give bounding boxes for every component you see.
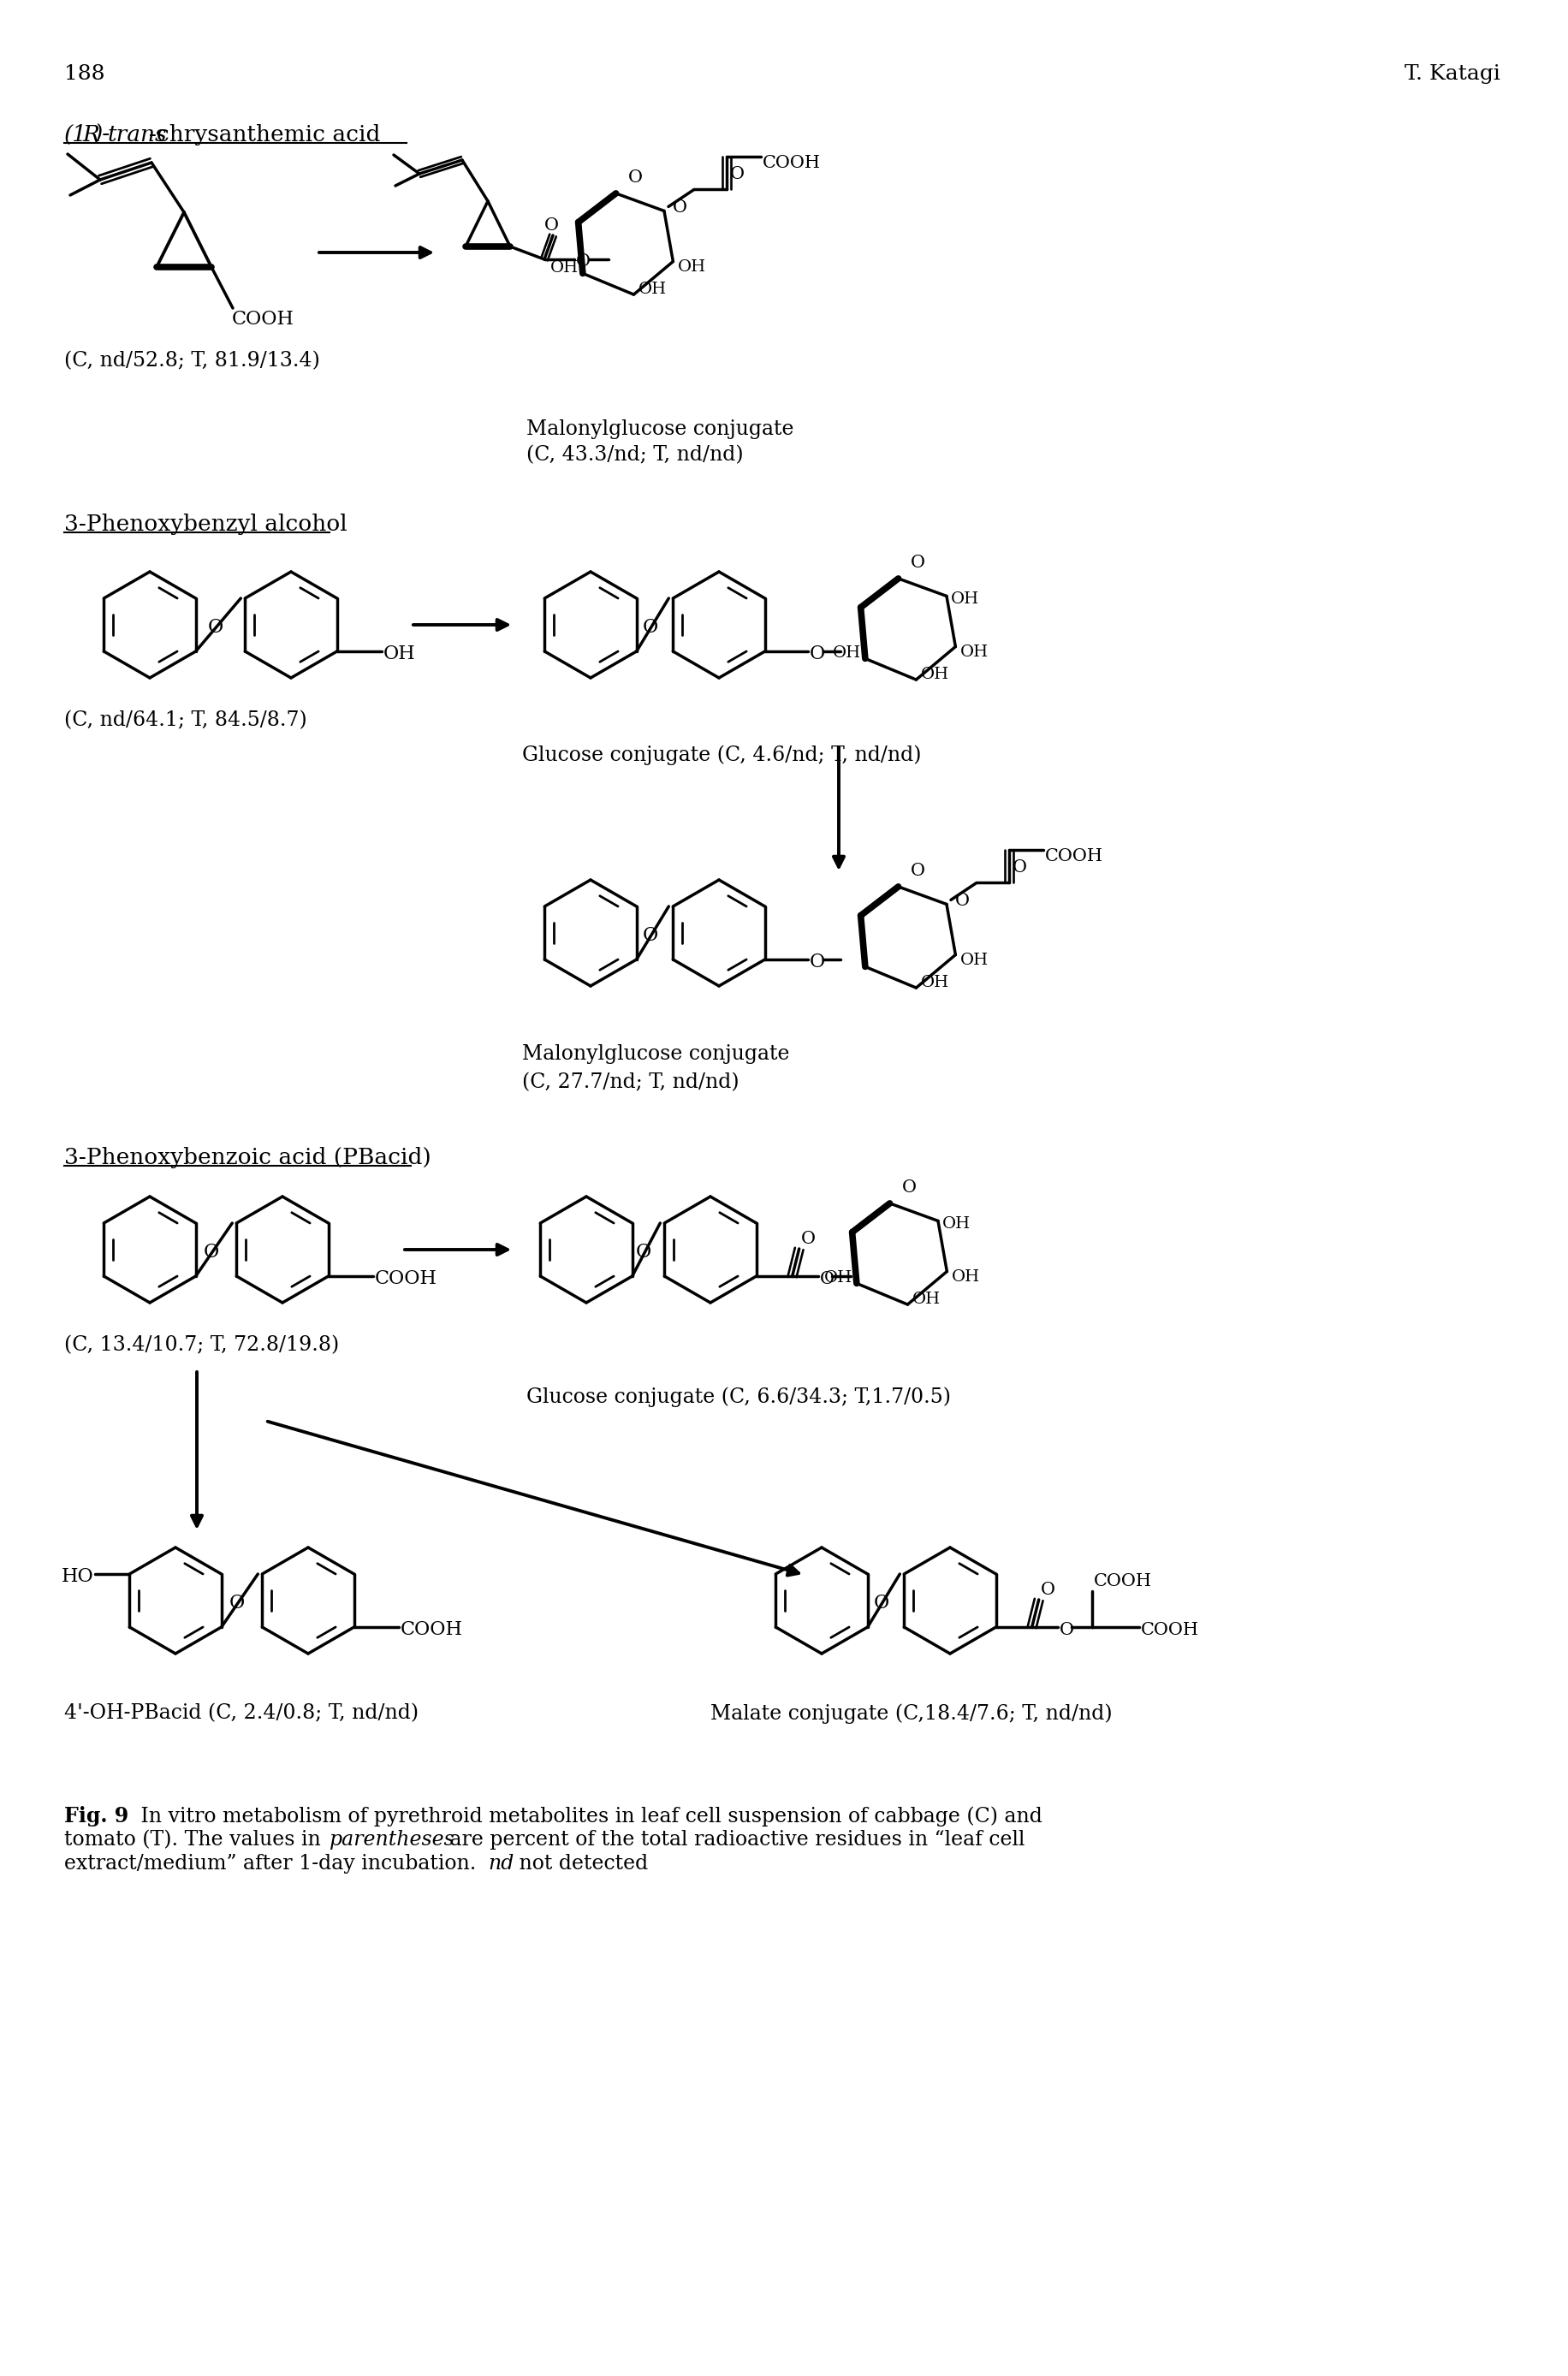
Text: OH: OH bbox=[550, 261, 579, 276]
Text: (1: (1 bbox=[64, 124, 88, 145]
Text: OH: OH bbox=[638, 283, 666, 297]
Text: 188: 188 bbox=[64, 64, 105, 83]
Text: O: O bbox=[643, 618, 659, 637]
Text: OH: OH bbox=[950, 1269, 978, 1285]
Text: O: O bbox=[575, 252, 590, 268]
Text: (C, 43.3/nd; T, nd/nd): (C, 43.3/nd; T, nd/nd) bbox=[527, 444, 743, 466]
Text: not detected: not detected bbox=[513, 1853, 648, 1875]
Text: O: O bbox=[229, 1594, 245, 1613]
Text: OH: OH bbox=[677, 259, 706, 273]
Text: OH: OH bbox=[383, 644, 416, 663]
Text: )-: )- bbox=[93, 124, 110, 145]
Text: In vitro metabolism of pyrethroid metabolites in leaf cell suspension of cabbage: In vitro metabolism of pyrethroid metabo… bbox=[135, 1806, 1041, 1827]
Text: OH: OH bbox=[960, 644, 988, 661]
Text: O: O bbox=[1040, 1582, 1055, 1599]
Text: O: O bbox=[909, 862, 924, 879]
Text: Fig. 9: Fig. 9 bbox=[64, 1806, 129, 1827]
Text: parentheses: parentheses bbox=[329, 1830, 455, 1849]
Text: O: O bbox=[818, 1271, 834, 1288]
Text: nd: nd bbox=[488, 1853, 514, 1875]
Text: 4'-OH-PBacid (C, 2.4/0.8; T, nd/nd): 4'-OH-PBacid (C, 2.4/0.8; T, nd/nd) bbox=[64, 1704, 419, 1723]
Text: O: O bbox=[643, 927, 659, 946]
Text: O: O bbox=[1011, 860, 1027, 874]
Text: 3-Phenoxybenzyl alcohol: 3-Phenoxybenzyl alcohol bbox=[64, 513, 347, 535]
Text: COOH: COOH bbox=[1140, 1620, 1198, 1637]
Text: O: O bbox=[204, 1243, 220, 1262]
Text: (C, nd/64.1; T, 84.5/8.7): (C, nd/64.1; T, 84.5/8.7) bbox=[64, 710, 307, 729]
Text: O: O bbox=[1058, 1620, 1074, 1637]
Text: Malate conjugate (C,18.4/7.6; T, nd/nd): Malate conjugate (C,18.4/7.6; T, nd/nd) bbox=[710, 1704, 1112, 1723]
Text: O: O bbox=[544, 216, 558, 233]
Text: COOH: COOH bbox=[1093, 1573, 1151, 1590]
Text: (C, 27.7/nd; T, nd/nd): (C, 27.7/nd; T, nd/nd) bbox=[522, 1072, 739, 1093]
Text: O: O bbox=[729, 166, 745, 183]
Text: 3-Phenoxybenzoic acid (PBacid): 3-Phenoxybenzoic acid (PBacid) bbox=[64, 1148, 431, 1169]
Text: HO: HO bbox=[61, 1568, 94, 1587]
Text: O: O bbox=[809, 953, 825, 972]
Text: are percent of the total radioactive residues in “leaf cell: are percent of the total radioactive res… bbox=[444, 1830, 1024, 1849]
Text: O: O bbox=[955, 893, 969, 910]
Text: O: O bbox=[635, 1243, 651, 1262]
Text: O: O bbox=[902, 1178, 916, 1195]
Text: Malonylglucose conjugate: Malonylglucose conjugate bbox=[522, 1043, 789, 1064]
Text: OH: OH bbox=[911, 1293, 939, 1307]
Text: O: O bbox=[627, 169, 641, 185]
Text: OH: OH bbox=[942, 1217, 971, 1233]
Text: O: O bbox=[809, 644, 825, 663]
Text: O: O bbox=[673, 200, 687, 216]
Text: OH: OH bbox=[920, 668, 949, 682]
Text: OH: OH bbox=[833, 646, 861, 661]
Text: COOH: COOH bbox=[1044, 848, 1102, 865]
Text: (C, 13.4/10.7; T, 72.8/19.8): (C, 13.4/10.7; T, 72.8/19.8) bbox=[64, 1335, 339, 1354]
Text: O: O bbox=[873, 1594, 889, 1613]
Text: COOH: COOH bbox=[400, 1620, 463, 1639]
Text: tomato (T). The values in: tomato (T). The values in bbox=[64, 1830, 328, 1849]
Text: -chrysanthemic acid: -chrysanthemic acid bbox=[149, 124, 379, 145]
Text: O: O bbox=[800, 1231, 815, 1247]
Text: R: R bbox=[82, 124, 99, 145]
Text: OH: OH bbox=[950, 592, 978, 608]
Text: OH: OH bbox=[823, 1271, 851, 1285]
Text: OH: OH bbox=[960, 953, 988, 967]
Text: Malonylglucose conjugate: Malonylglucose conjugate bbox=[527, 421, 793, 440]
Text: Glucose conjugate (C, 6.6/34.3; T,1.7/0.5): Glucose conjugate (C, 6.6/34.3; T,1.7/0.… bbox=[527, 1388, 950, 1407]
Text: COOH: COOH bbox=[762, 154, 820, 171]
Text: (C, nd/52.8; T, 81.9/13.4): (C, nd/52.8; T, 81.9/13.4) bbox=[64, 352, 320, 371]
Text: trans: trans bbox=[108, 124, 168, 145]
Text: extract/medium” after 1-day incubation.: extract/medium” after 1-day incubation. bbox=[64, 1853, 483, 1875]
Text: COOH: COOH bbox=[375, 1269, 437, 1288]
Text: Glucose conjugate (C, 4.6/nd; T, nd/nd): Glucose conjugate (C, 4.6/nd; T, nd/nd) bbox=[522, 744, 920, 765]
Text: COOH: COOH bbox=[232, 309, 295, 328]
Text: OH: OH bbox=[920, 974, 949, 991]
Text: T. Katagi: T. Katagi bbox=[1403, 64, 1499, 83]
Text: O: O bbox=[209, 618, 223, 637]
Text: O: O bbox=[909, 554, 924, 570]
